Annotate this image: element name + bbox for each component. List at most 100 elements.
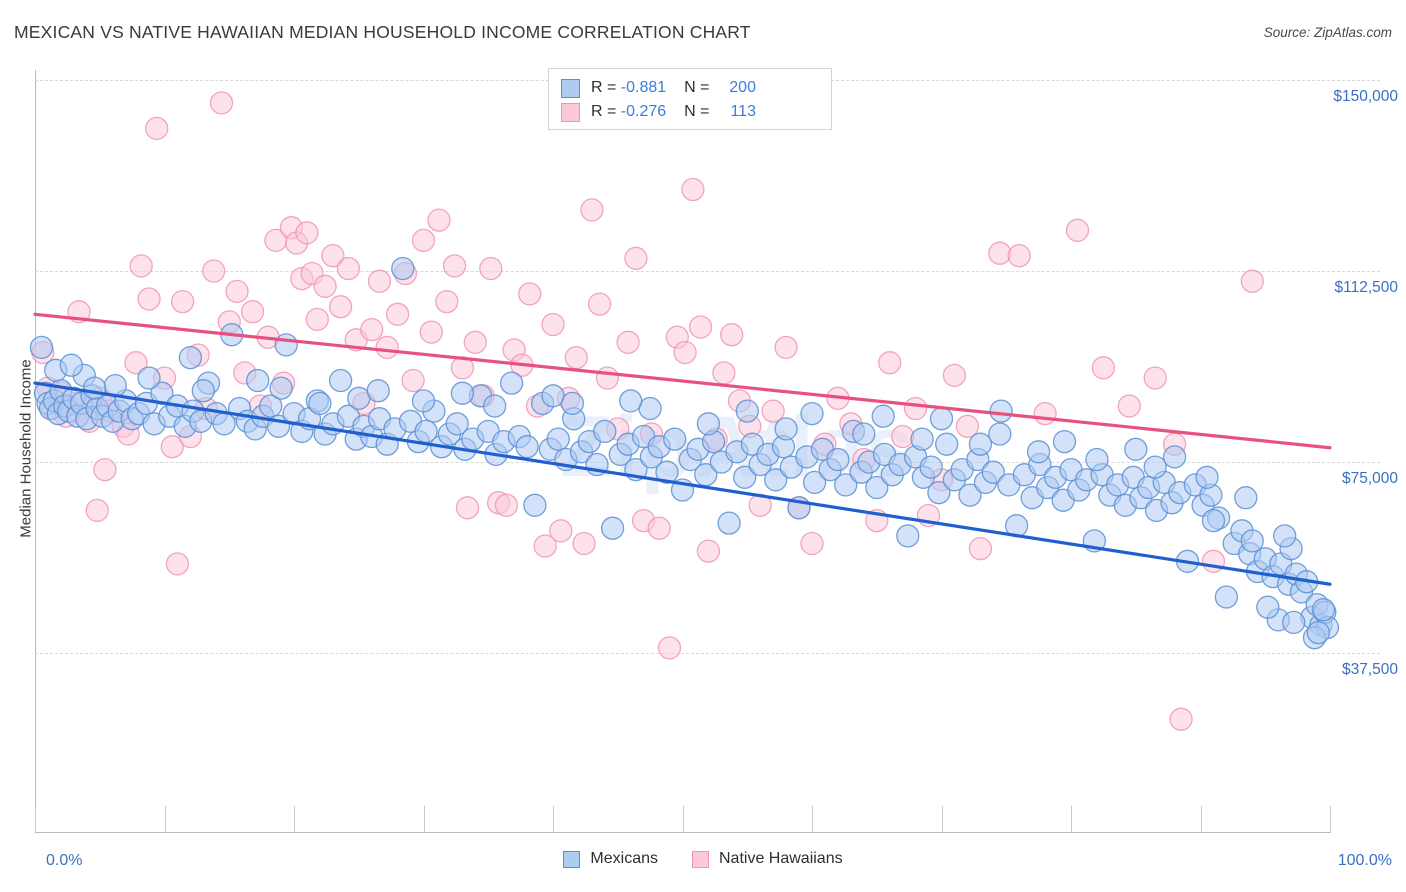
data-point <box>240 300 265 324</box>
data-point <box>593 419 617 444</box>
legend-n-mexicans: N = 200 <box>684 79 756 96</box>
data-point <box>450 381 475 405</box>
data-point <box>761 399 785 423</box>
x-axis-line <box>35 832 1331 833</box>
data-point <box>129 254 153 278</box>
data-point <box>202 259 226 283</box>
data-point <box>411 228 436 253</box>
data-point <box>546 427 570 451</box>
data-point <box>733 465 757 489</box>
data-point <box>696 412 721 436</box>
data-point <box>616 330 640 354</box>
correlation-legend: R = -0.881 N = 200 R = -0.276 N = 113 <box>548 68 832 130</box>
x-axis-min-label: 0.0% <box>46 852 83 869</box>
x-axis-tick <box>682 806 684 832</box>
trendline-mexicans <box>33 381 1332 586</box>
data-point <box>1085 447 1109 472</box>
data-point <box>989 399 1013 423</box>
data-point <box>587 292 612 316</box>
data-point <box>774 335 798 360</box>
data-point <box>712 361 736 385</box>
legend-item-native-hawaiians[interactable]: Native Hawaiians <box>691 850 843 868</box>
data-point <box>696 539 721 563</box>
data-point <box>1273 524 1297 548</box>
data-point <box>541 384 565 408</box>
data-point <box>225 279 249 304</box>
x-axis-tick <box>294 806 295 832</box>
data-point <box>1143 455 1167 479</box>
data-point <box>427 208 451 232</box>
data-point <box>1124 437 1148 461</box>
data-point <box>375 335 399 360</box>
y-axis-tick-label: $150,000 <box>1333 88 1398 105</box>
data-point <box>246 368 270 393</box>
data-point <box>896 524 920 548</box>
data-point <box>935 432 959 456</box>
data-point <box>988 241 1012 265</box>
data-point <box>1091 356 1116 380</box>
data-point <box>919 455 943 479</box>
x-axis-tick <box>35 806 36 832</box>
data-point <box>800 401 824 426</box>
data-point <box>735 399 759 423</box>
data-point <box>624 246 648 270</box>
data-point <box>411 389 436 413</box>
data-point <box>560 391 585 416</box>
data-point <box>523 493 547 517</box>
data-point <box>1234 486 1258 510</box>
data-point <box>274 333 298 357</box>
data-point <box>647 516 671 540</box>
data-point <box>891 424 915 449</box>
legend-item-mexicans[interactable]: Mexicans <box>563 850 658 868</box>
data-point <box>1240 529 1264 553</box>
data-point <box>295 221 319 245</box>
data-point <box>515 435 539 459</box>
data-point <box>1169 707 1193 731</box>
data-point <box>479 256 503 281</box>
data-point <box>313 274 337 298</box>
data-point <box>347 386 371 410</box>
data-point <box>717 511 741 535</box>
data-point <box>209 91 234 115</box>
data-point <box>834 473 858 497</box>
x-axis-tick <box>164 806 166 832</box>
x-axis-tick <box>1200 806 1202 832</box>
gridline <box>35 271 1380 272</box>
data-point <box>93 457 117 482</box>
legend-n-native-hawaiians: N = 113 <box>684 103 756 120</box>
data-point <box>483 394 507 418</box>
data-point <box>549 519 573 543</box>
data-point <box>29 335 54 360</box>
data-point <box>178 345 203 370</box>
data-point <box>269 376 293 400</box>
data-point <box>927 480 951 505</box>
data-point <box>1143 366 1167 390</box>
data-point <box>1240 269 1264 293</box>
x-axis-tick <box>1330 806 1331 832</box>
page-title: MEXICAN VS NATIVE HAWAIIAN MEDIAN HOUSEH… <box>14 22 751 42</box>
data-point <box>401 368 425 393</box>
data-point <box>82 376 107 400</box>
data-point <box>170 289 195 314</box>
data-point <box>305 307 329 332</box>
series-legend: Mexicans Native Hawaiians <box>0 850 1406 868</box>
data-point <box>328 295 353 319</box>
data-point <box>385 302 410 326</box>
legend-swatch-native-hawaiians <box>561 102 580 122</box>
data-point <box>191 379 215 403</box>
data-point <box>1311 598 1336 622</box>
y-axis-tick-label: $37,500 <box>1341 661 1398 678</box>
data-point <box>419 320 443 344</box>
trendline-native-hawaiians <box>33 312 1332 450</box>
data-point <box>595 366 620 390</box>
y-axis-tick-label: $112,500 <box>1334 279 1399 296</box>
data-point <box>619 389 643 413</box>
data-point <box>826 447 850 472</box>
data-point <box>657 636 682 660</box>
legend-swatch-mexicans <box>561 78 580 98</box>
data-point <box>533 534 557 558</box>
data-point <box>802 470 827 495</box>
data-point <box>160 435 184 459</box>
data-point <box>367 269 392 293</box>
x-axis-tick <box>423 806 425 832</box>
